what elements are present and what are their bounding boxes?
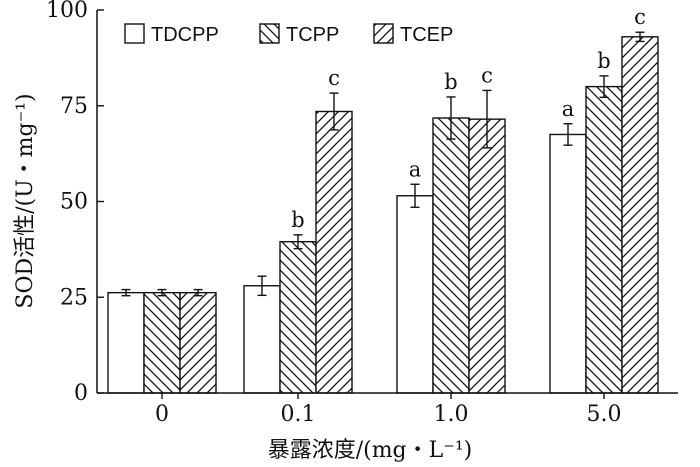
- legend-item-tcep: TCEP: [373, 23, 453, 46]
- significance-letter-tcep-0.1: c: [328, 66, 340, 90]
- y-tick-label: 100: [46, 0, 88, 23]
- significance-letter-tcpp-1.0: b: [444, 70, 457, 94]
- significance-letter-tdcpp-1.0: a: [409, 157, 422, 181]
- error-bar-tdcpp-0: [121, 288, 131, 297]
- y-tick-label: 75: [60, 94, 88, 119]
- significance-letter-tcep-5.0: c: [634, 5, 646, 29]
- significance-letter-tcpp-0.1: b: [291, 208, 304, 232]
- bar-tcpp-0: [143, 291, 181, 394]
- legend-swatch: [124, 23, 145, 44]
- legend: TDCPP TCPP TCEP: [124, 23, 453, 46]
- legend-item-tcpp: TCPP: [259, 23, 339, 46]
- bar-tdcpp-1.0: [396, 195, 434, 394]
- error-bars-layer: [121, 31, 645, 297]
- error-bar-tcep-1.0: [482, 89, 492, 149]
- legend-label: TCEP: [400, 24, 453, 46]
- legend-label: TCPP: [286, 24, 339, 46]
- error-bar-tcpp-5.0: [599, 75, 609, 99]
- legend-label: TDCPP: [151, 24, 219, 46]
- bar-tdcpp-5.0: [549, 133, 587, 394]
- error-bar-tdcpp-1.0: [410, 183, 420, 208]
- bar-tcep-1.0: [468, 118, 506, 394]
- significance-letter-tdcpp-5.0: a: [562, 97, 575, 121]
- error-bar-tcpp-0: [157, 288, 167, 297]
- x-tick-label: 1.0: [434, 402, 469, 427]
- error-bar-tcep-5.0: [635, 31, 645, 43]
- x-tick-label: 0: [155, 402, 169, 427]
- error-bar-tcpp-0.1: [293, 234, 303, 250]
- error-bar-tdcpp-0.1: [257, 275, 267, 297]
- y-tick-label: 0: [74, 381, 88, 406]
- bar-tcpp-5.0: [585, 85, 623, 394]
- error-bar-tcpp-1.0: [446, 96, 456, 140]
- error-bar-tcep-0: [193, 288, 203, 297]
- bar-tcpp-1.0: [432, 117, 470, 394]
- bar-tcep-5.0: [621, 36, 659, 394]
- y-axis-title: SOD活性/(U・mg⁻¹): [13, 93, 38, 308]
- bar-tcep-0.1: [315, 110, 353, 394]
- bar-tdcpp-0.1: [243, 285, 281, 394]
- x-ticks: 0 0.1 1.0 5.0: [155, 393, 622, 427]
- y-tick-label: 50: [60, 190, 88, 215]
- x-axis-title: 暴露浓度/(mg・L⁻¹): [268, 438, 473, 463]
- significance-letter-tcpp-5.0: b: [597, 49, 610, 73]
- x-tick-label: 0.1: [281, 402, 316, 427]
- legend-swatch: [373, 23, 394, 44]
- bars-layer: [107, 36, 659, 394]
- error-bar-tcep-0.1: [329, 92, 339, 131]
- y-ticks: 0 25 50 75 100: [46, 0, 104, 406]
- x-tick-label: 5.0: [587, 402, 622, 427]
- bar-tdcpp-0: [107, 291, 145, 394]
- bar-tcep-0: [179, 291, 217, 394]
- bar-tcpp-0.1: [279, 241, 317, 394]
- legend-item-tdcpp: TDCPP: [124, 23, 219, 46]
- legend-swatch: [259, 23, 280, 44]
- y-tick-label: 25: [60, 285, 88, 310]
- significance-letter-tcep-1.0: c: [481, 63, 493, 87]
- error-bar-tdcpp-5.0: [563, 123, 573, 146]
